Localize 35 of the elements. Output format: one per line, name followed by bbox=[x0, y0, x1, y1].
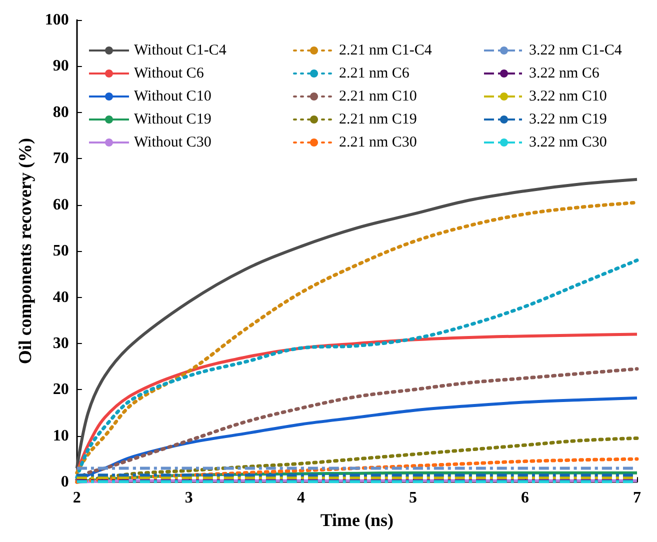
x-tick-label: 5 bbox=[408, 490, 417, 507]
legend-label: Without C1-C4 bbox=[134, 42, 227, 58]
y-axis-title: Oil components recovery (%) bbox=[15, 138, 35, 364]
legend-label: 3.22 nm C10 bbox=[529, 88, 607, 104]
legend-label: 2.21 nm C19 bbox=[339, 112, 417, 128]
x-axis-title: Time (ns) bbox=[320, 510, 394, 530]
legend-label: 2.21 nm C30 bbox=[339, 134, 417, 150]
y-tick-label: 50 bbox=[52, 242, 69, 260]
y-tick-label: 40 bbox=[52, 288, 69, 306]
y-tick-label: 60 bbox=[52, 196, 69, 214]
legend-label: Without C10 bbox=[134, 88, 212, 104]
legend-label: 3.22 nm C30 bbox=[529, 134, 607, 150]
y-tick-label: 10 bbox=[52, 427, 69, 444]
legend-label: 3.22 nm C19 bbox=[529, 112, 607, 128]
y-tick-label: 80 bbox=[52, 104, 69, 121]
legend-label: 3.22 nm C6 bbox=[529, 66, 600, 82]
line-series bbox=[75, 258, 639, 480]
legend-label: Without C19 bbox=[134, 112, 212, 128]
y-tick-label: 70 bbox=[52, 150, 69, 168]
x-tick-label: 4 bbox=[296, 490, 305, 507]
y-tick-label: 0 bbox=[60, 474, 69, 491]
x-tick-label: 7 bbox=[633, 490, 641, 507]
y-tick-label: 100 bbox=[44, 12, 69, 28]
legend-label: 3.22 nm C1-C4 bbox=[529, 42, 622, 58]
x-tick-label: 2 bbox=[72, 490, 81, 507]
y-tick-label: 30 bbox=[52, 334, 69, 352]
x-tick-label: 3 bbox=[184, 490, 193, 507]
x-tick-label: 6 bbox=[520, 490, 529, 507]
legend-label: Without C30 bbox=[134, 134, 212, 150]
legend-label: 2.21 nm C1-C4 bbox=[339, 42, 432, 58]
y-tick-label: 20 bbox=[52, 381, 69, 398]
legend-label: 2.21 nm C10 bbox=[339, 88, 417, 104]
legend-label: 2.21 nm C6 bbox=[339, 66, 410, 82]
legend-label: Without C6 bbox=[134, 66, 204, 82]
y-tick-label: 90 bbox=[52, 58, 69, 75]
